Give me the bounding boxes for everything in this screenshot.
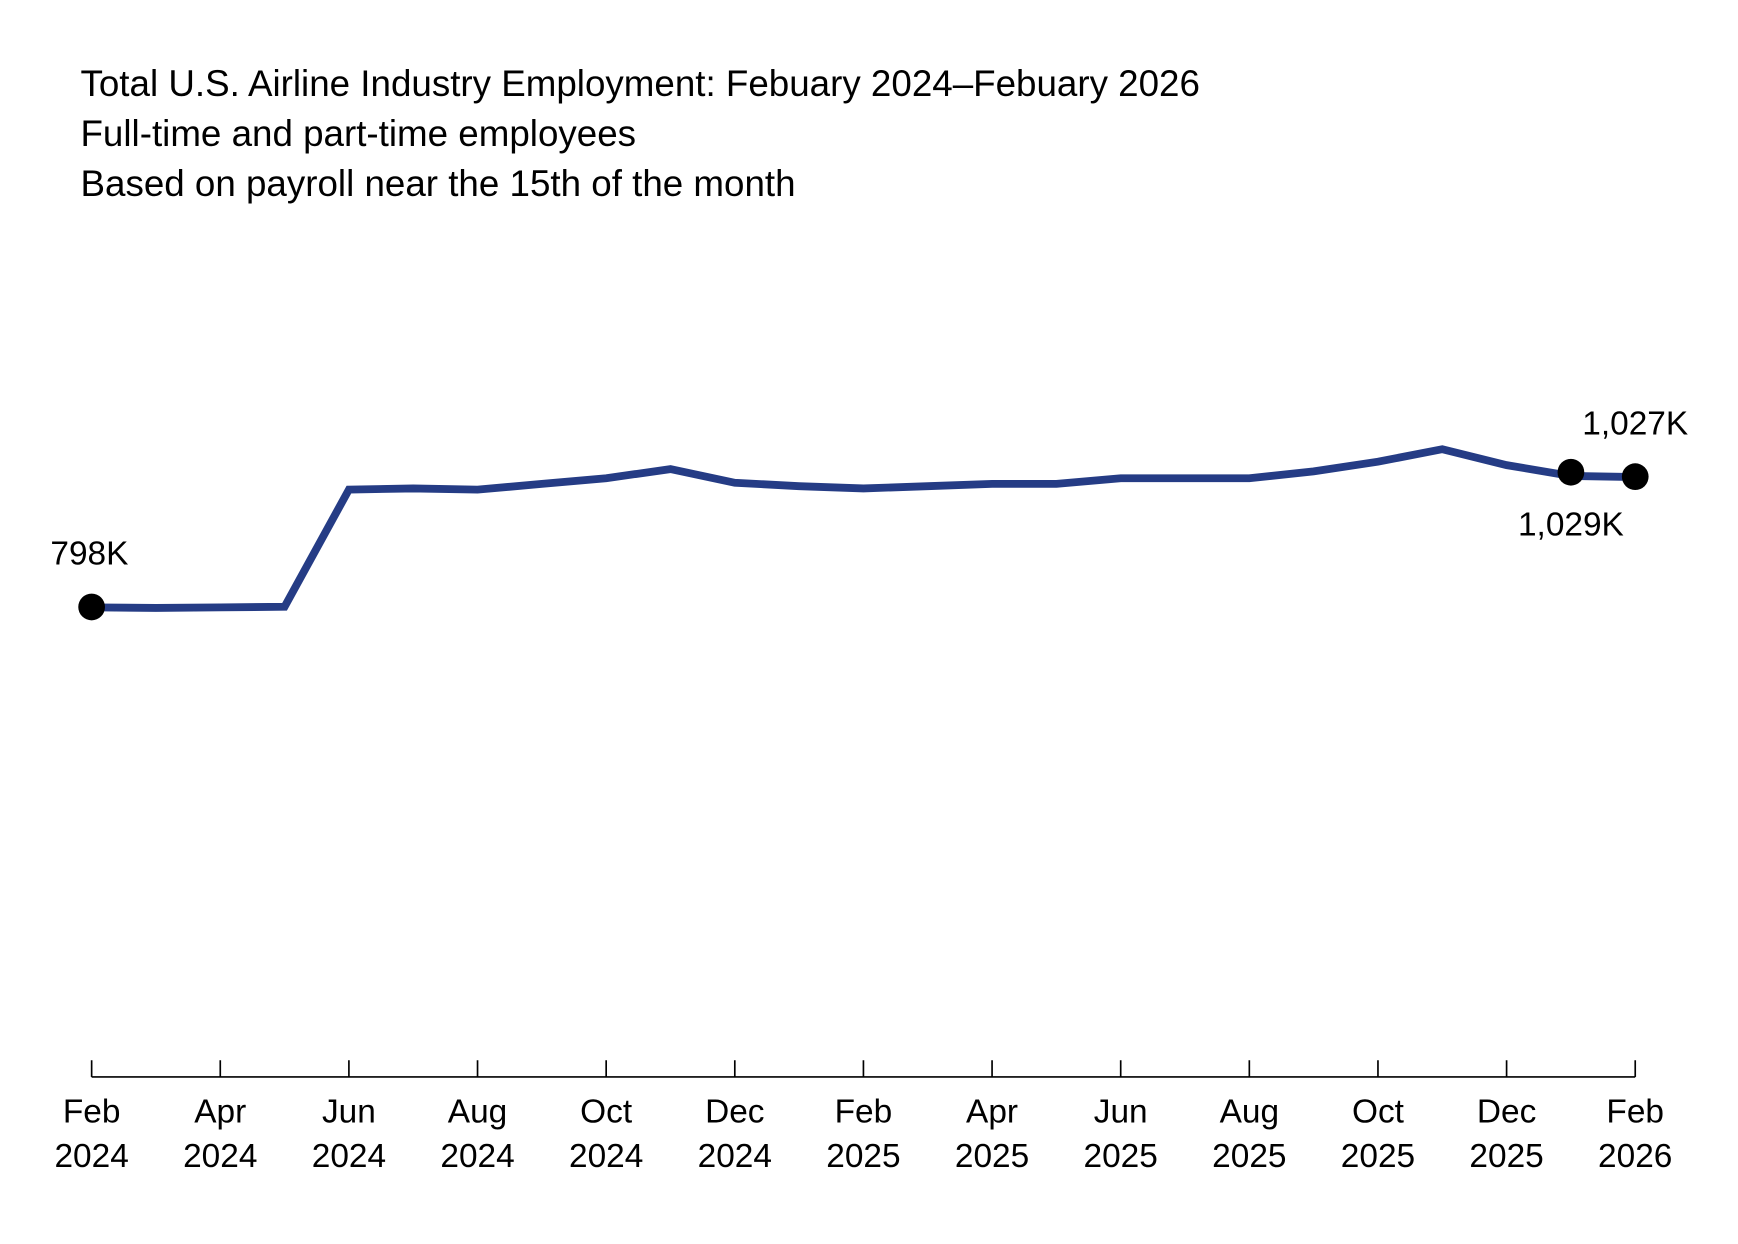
x-tick-label-year: 2025 [826, 1138, 900, 1175]
x-tick-label-year: 2024 [440, 1138, 514, 1175]
x-tick-label-month: Aug [1220, 1094, 1279, 1131]
x-tick-label-month: Feb [63, 1094, 121, 1131]
chart-subtitle-2: Based on payroll near the 15th of the mo… [81, 163, 796, 204]
series-line [91, 445, 1636, 612]
chart-title: Total U.S. Airline Industry Employment: … [81, 63, 1200, 104]
x-tick-label-year: 2025 [1084, 1138, 1158, 1175]
x-tick-label-month: Jun [322, 1094, 376, 1131]
data-label: 1,027K [1582, 405, 1688, 442]
chart-subtitle-1: Full-time and part-time employees [81, 113, 637, 154]
x-tick-label-month: Apr [194, 1094, 246, 1131]
x-tick-label-month: Feb [835, 1094, 893, 1131]
data-point-marker [1621, 463, 1649, 491]
x-tick-label-month: Dec [1477, 1094, 1536, 1131]
data-point-marker [1557, 458, 1585, 486]
data-label: 1,029K [1518, 507, 1624, 544]
data-label: 798K [50, 536, 128, 573]
x-tick-label-month: Feb [1606, 1094, 1664, 1131]
x-tick-label-year: 2025 [1212, 1138, 1286, 1175]
x-tick-label-year: 2025 [1469, 1138, 1543, 1175]
x-tick-label-year: 2024 [54, 1138, 128, 1175]
x-tick-label-month: Oct [580, 1094, 633, 1131]
x-tick-label-month: Apr [966, 1094, 1018, 1131]
x-tick-label-year: 2026 [1598, 1138, 1672, 1175]
x-tick-label-month: Jun [1094, 1094, 1148, 1131]
data-point-marker [78, 593, 106, 621]
x-tick-label-year: 2025 [1341, 1138, 1415, 1175]
x-tick-label-year: 2025 [955, 1138, 1029, 1175]
x-tick-label-month: Aug [448, 1094, 507, 1131]
x-tick-label-month: Dec [705, 1094, 764, 1131]
x-tick-label-year: 2024 [698, 1138, 772, 1175]
x-tick-label-year: 2024 [569, 1138, 643, 1175]
x-tick-label-month: Oct [1352, 1094, 1405, 1131]
x-tick-label-year: 2024 [312, 1138, 386, 1175]
x-tick-label-year: 2024 [183, 1138, 257, 1175]
